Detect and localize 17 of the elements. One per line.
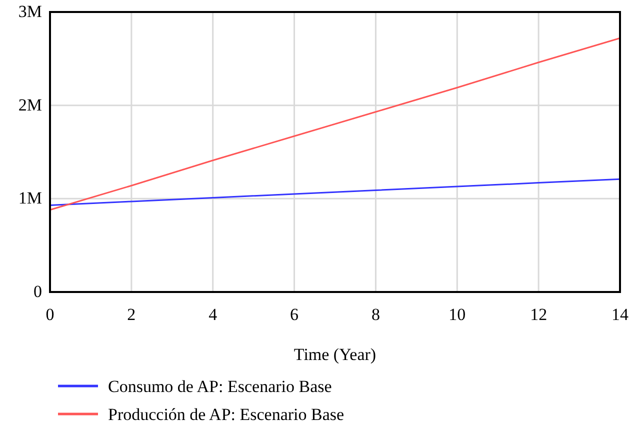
y-tick-label: 1M <box>18 188 42 208</box>
y-tick-label: 3M <box>18 2 42 21</box>
x-tick-label: 6 <box>290 305 299 324</box>
x-tick-label: 10 <box>448 305 466 324</box>
x-tick-label: 2 <box>127 305 136 324</box>
x-tick-label: 0 <box>46 305 54 324</box>
y-tick-label: 0 <box>34 282 42 301</box>
legend-label: Consumo de AP: Escenario Base <box>108 377 332 396</box>
x-tick-label: 4 <box>208 305 218 324</box>
line-series <box>49 178 621 206</box>
y-tick-label: 2M <box>18 95 42 114</box>
x-axis-title: Time (Year) <box>294 345 376 364</box>
x-tick-label: 14 <box>612 305 629 324</box>
x-tick-label: 8 <box>371 305 380 324</box>
x-tick-label: 12 <box>530 305 548 324</box>
legend-label: Producción de AP: Escenario Base <box>108 405 344 424</box>
line-series <box>49 37 621 211</box>
